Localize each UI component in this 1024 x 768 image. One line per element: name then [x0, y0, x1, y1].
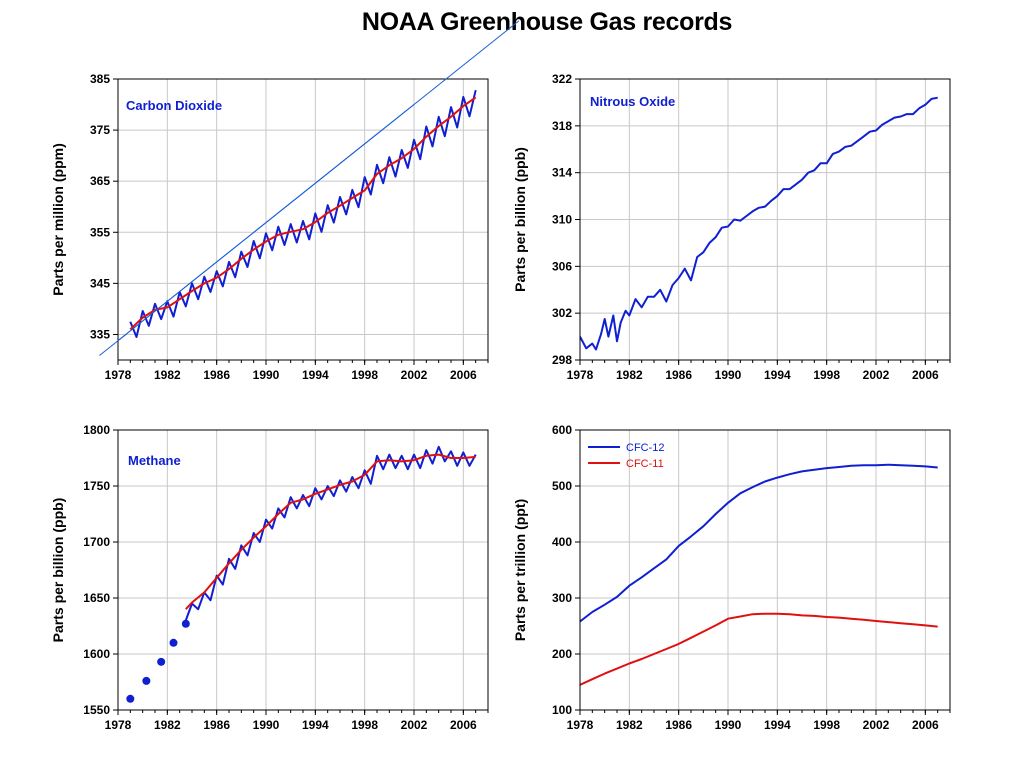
data-point: [157, 657, 166, 666]
y-tick-label: 400: [552, 535, 572, 549]
x-tick-label: 2006: [450, 718, 477, 732]
chart-ch4: 1978 1982 1986 1990 1994 1998 2002 2006 1550 1600…: [50, 423, 489, 732]
series-line-cfc-11: [580, 612, 938, 686]
x-tick-label: 1978: [567, 368, 594, 382]
x-tick-label: 1986: [203, 368, 230, 382]
series-group: [126, 445, 477, 703]
series-line-cfc-12: [580, 463, 938, 623]
y-axis-label: Parts per billion (ppb): [50, 498, 66, 643]
y-tick-label: 1650: [83, 591, 110, 605]
x-tick-label: 1990: [253, 368, 280, 382]
legend: CFC-12 CFC-11: [588, 442, 665, 470]
x-tick-label: 1982: [154, 368, 181, 382]
page-title: NOAA Greenhouse Gas records: [361, 8, 733, 36]
y-tick-label: 322: [552, 72, 572, 86]
y-axis-label: Parts per trillion (ppt): [512, 499, 528, 641]
x-tick-label: 1986: [203, 718, 230, 732]
y-tick-label: 335: [90, 327, 110, 341]
x-tick-label: 1986: [665, 368, 692, 382]
x-tick-label: 1998: [813, 368, 840, 382]
x-tick-label: 2002: [401, 718, 428, 732]
data-point: [142, 676, 151, 685]
y-tick-label: 355: [90, 225, 110, 239]
y-tick-label: 300: [552, 591, 572, 605]
y-tick-label: 365: [90, 174, 110, 188]
x-tick-label: 1982: [616, 368, 643, 382]
y-tick-label: 1550: [83, 703, 110, 717]
legend-label: CFC-12: [626, 442, 665, 454]
data-point: [126, 694, 135, 703]
x-tick-label: 2006: [912, 368, 939, 382]
y-tick-label: 314: [552, 166, 572, 180]
y-tick-label: 318: [552, 119, 572, 133]
series-line-1: [129, 96, 477, 331]
x-tick-label: 1998: [351, 718, 378, 732]
data-point: [181, 619, 190, 628]
y-tick-label: 1600: [83, 647, 110, 661]
plot-area: [580, 430, 950, 710]
x-tick-label: 1978: [567, 718, 594, 732]
co2-trend-line: [99, 20, 520, 356]
x-tick-label: 2006: [450, 368, 477, 382]
y-tick-label: 600: [552, 423, 572, 437]
data-point: [169, 638, 178, 647]
y-axis-label: Parts per billion (ppb): [512, 147, 528, 292]
chart-co2: 1978 1982 1986 1990 1994 1998 2002 2006 335 345 35…: [50, 72, 489, 382]
x-tick-label: 1994: [302, 368, 329, 382]
x-tick-label: 1990: [253, 718, 280, 732]
x-tick-label: 1994: [764, 368, 791, 382]
y-tick-label: 375: [90, 123, 110, 137]
y-tick-label: 1750: [83, 479, 110, 493]
y-tick-label: 302: [552, 306, 572, 320]
chart-cfc: 1978 1982 1986 1990 1994 1998 2002 2006 100 200 30…: [512, 423, 951, 732]
x-tick-label: 1982: [154, 718, 181, 732]
x-tick-label: 2006: [912, 718, 939, 732]
y-tick-label: 310: [552, 213, 572, 227]
gas-label: Methane: [128, 453, 181, 468]
y-tick-label: 345: [90, 276, 110, 290]
x-tick-label: 1990: [715, 718, 742, 732]
x-tick-label: 1998: [351, 368, 378, 382]
x-tick-label: 1986: [665, 718, 692, 732]
y-tick-label: 306: [552, 259, 572, 273]
y-axis-label: Parts per million (ppm): [50, 143, 66, 295]
x-tick-label: 1982: [616, 718, 643, 732]
x-tick-label: 1978: [105, 718, 132, 732]
series-line-1: [185, 453, 476, 610]
x-tick-label: 1994: [302, 718, 329, 732]
x-tick-label: 1994: [764, 718, 791, 732]
x-tick-label: 2002: [863, 718, 890, 732]
x-tick-label: 2002: [863, 368, 890, 382]
x-tick-label: 1978: [105, 368, 132, 382]
plot-area: [118, 430, 488, 710]
legend-label: CFC-11: [626, 458, 664, 470]
gas-label: Carbon Dioxide: [126, 98, 222, 113]
y-tick-label: 298: [552, 353, 572, 367]
x-tick-label: 1990: [715, 368, 742, 382]
y-tick-label: 100: [552, 703, 572, 717]
y-tick-label: 1700: [83, 535, 110, 549]
y-tick-label: 1800: [83, 423, 110, 437]
x-tick-label: 2002: [401, 368, 428, 382]
series-line-0: [129, 89, 477, 338]
series-group: [580, 463, 938, 686]
series-line-0: [184, 445, 477, 621]
plot-area: [118, 79, 488, 360]
gas-label: Nitrous Oxide: [590, 94, 675, 109]
y-tick-label: 200: [552, 647, 572, 661]
series-group: [580, 96, 938, 351]
y-tick-label: 500: [552, 479, 572, 493]
y-tick-label: 385: [90, 72, 110, 86]
series-line-0: [580, 96, 938, 351]
x-tick-label: 1998: [813, 718, 840, 732]
chart-n2o: 1978 1982 1986 1990 1994 1998 2002 2006 298 302 30…: [512, 72, 951, 382]
